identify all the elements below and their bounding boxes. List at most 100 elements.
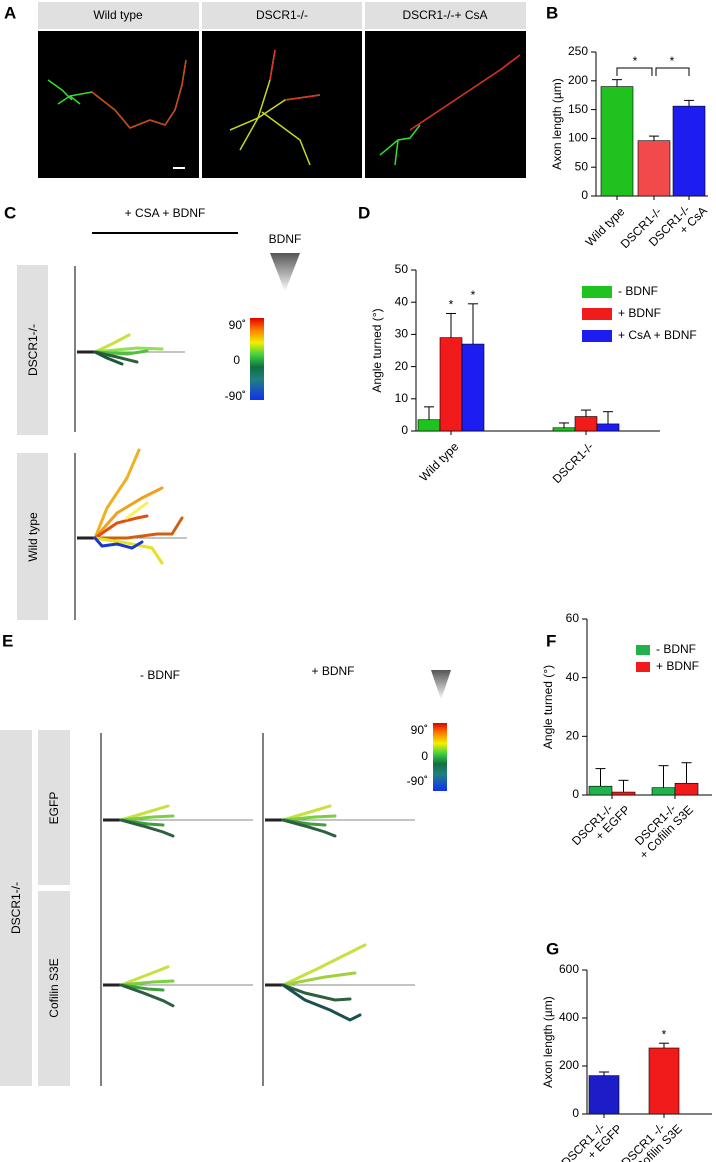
- color-scale: [250, 318, 264, 400]
- y-tick-label: 50: [395, 262, 409, 276]
- panel-label: G: [546, 939, 559, 958]
- scale-label: 0: [421, 749, 428, 763]
- trajectory: [281, 983, 362, 1022]
- trajectory: [93, 536, 144, 550]
- trajectory: [93, 486, 164, 540]
- significance: *: [633, 54, 638, 68]
- y-tick-label: 20: [395, 359, 409, 373]
- header-box: [202, 2, 362, 29]
- row-box: [17, 453, 48, 620]
- panel-label: E: [2, 631, 13, 650]
- scale-bar: [173, 167, 185, 169]
- panel-label: A: [4, 3, 16, 22]
- bar: [439, 337, 463, 432]
- legend-label: + BDNF: [656, 659, 699, 673]
- y-tick-label: 40: [566, 670, 580, 684]
- y-tick-label: 0: [572, 1106, 579, 1120]
- bar: [574, 416, 598, 432]
- bar: [651, 787, 676, 796]
- trajectory: [93, 514, 149, 540]
- y-axis-label: Angle turned (°): [541, 665, 555, 749]
- image-header: Wild type: [93, 8, 143, 22]
- trajectory: [119, 818, 175, 838]
- y-tick-label: 0: [572, 787, 579, 801]
- legend-swatch: [636, 662, 650, 672]
- x-tick-label: DSCR1 -/- + EGFP: [559, 1113, 625, 1162]
- trajectory: [281, 814, 337, 822]
- header-box: [38, 2, 199, 29]
- neuron: [269, 49, 321, 101]
- trajectory: [281, 983, 352, 1002]
- panel-label: F: [546, 631, 556, 650]
- row-label: DSCR1-/-: [26, 324, 40, 376]
- y-tick-label: 200: [568, 73, 588, 87]
- trajectory: [125, 501, 149, 520]
- trajectory: [93, 536, 164, 565]
- bar: [596, 423, 620, 432]
- condition-label: - BDNF: [140, 668, 180, 682]
- legend-swatch: [582, 330, 612, 342]
- row-box: [0, 730, 32, 1086]
- y-tick-label: 20: [566, 729, 580, 743]
- bar: [588, 1075, 620, 1115]
- significance: *: [670, 54, 675, 68]
- gradient-triangle: [270, 253, 300, 292]
- header-box: [365, 2, 526, 29]
- image-header: DSCR1-/-+ CsA: [402, 8, 487, 22]
- trajectory: [93, 448, 141, 540]
- y-tick-label: 200: [559, 1058, 579, 1072]
- trajectory: [281, 818, 337, 838]
- x-tick-label: DSCR1-/- + CsA: [646, 195, 710, 259]
- significance: *: [662, 1027, 667, 1041]
- trajectory: [119, 983, 165, 992]
- scale-label: -90˚: [407, 774, 428, 788]
- trajectory: [93, 350, 139, 364]
- significance: *: [471, 288, 476, 302]
- panel-label: D: [358, 203, 370, 222]
- scale-label: 90˚: [229, 318, 246, 332]
- y-tick-label: 150: [568, 102, 588, 116]
- gradient-label: BDNF: [269, 232, 302, 246]
- trajectory: [93, 346, 164, 354]
- row-label: EGFP: [47, 792, 61, 825]
- bar: [672, 105, 706, 197]
- legend-label: - BDNF: [656, 642, 696, 656]
- trajectory: [281, 971, 357, 987]
- neuron: [409, 54, 521, 131]
- neuron: [91, 59, 187, 129]
- micrograph: [202, 31, 362, 178]
- legend-label: + BDNF: [618, 306, 661, 320]
- legend-swatch: [582, 308, 612, 320]
- y-tick-label: 60: [566, 611, 580, 625]
- bar: [611, 791, 636, 796]
- micrograph: [365, 31, 526, 178]
- trajectory: [93, 516, 184, 540]
- condition-label: + CSA + BDNF: [125, 206, 206, 220]
- bar: [417, 419, 441, 432]
- trajectory: [93, 333, 131, 354]
- x-tick-label: DSCR1-/- + EGFP: [569, 794, 633, 858]
- bar: [461, 343, 485, 432]
- y-tick-label: 10: [395, 391, 409, 405]
- row-box: [17, 265, 48, 435]
- bar: [674, 782, 699, 796]
- trajectory: [93, 350, 124, 366]
- bar: [552, 427, 576, 432]
- scale-label: -90˚: [225, 389, 246, 403]
- legend-swatch: [582, 286, 612, 298]
- legend-label: + CsA + BDNF: [618, 328, 697, 342]
- trajectory: [119, 983, 175, 1008]
- scale-label: 90˚: [411, 723, 428, 737]
- neuron: [379, 124, 421, 166]
- row-box: [38, 730, 70, 885]
- trajectory: [119, 965, 170, 987]
- y-tick-label: 100: [568, 131, 588, 145]
- trajectory: [281, 804, 332, 822]
- row-box: [38, 891, 70, 1086]
- y-tick-label: 0: [581, 188, 588, 202]
- x-tick-label: DSCR1-/-: [550, 439, 597, 486]
- scale-label: 0: [233, 353, 240, 367]
